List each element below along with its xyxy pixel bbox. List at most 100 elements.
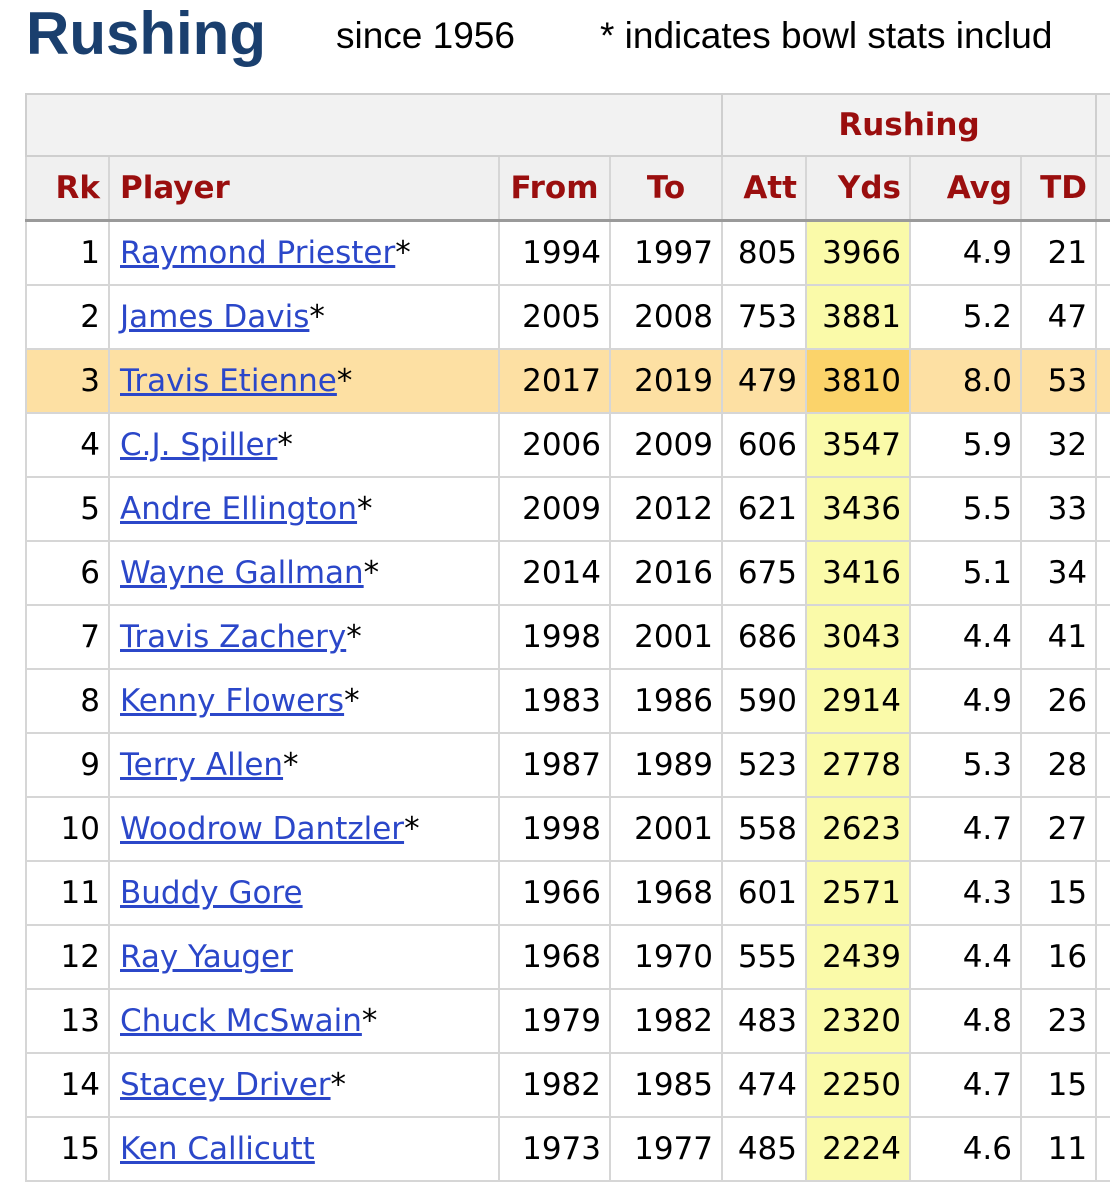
- rank-cell: 8: [25, 668, 110, 734]
- player-link[interactable]: C.J. Spiller: [120, 427, 278, 463]
- player-link[interactable]: Andre Ellington: [120, 491, 358, 527]
- player-link[interactable]: Raymond Priester: [120, 235, 396, 271]
- next-cell: [1095, 1052, 1110, 1118]
- player-cell: Woodrow Dantzler*: [108, 796, 500, 862]
- to-cell: 2009: [609, 412, 723, 478]
- table-body: 1 Raymond Priester* 1994 1997 805 3966 4.9 21 2 J…: [25, 219, 1110, 1182]
- table-row: 12 Ray Yauger 1968 1970 555 2439 4.4 16: [25, 924, 1110, 990]
- to-cell: 2001: [609, 604, 723, 670]
- next-cell: [1095, 284, 1110, 350]
- att-cell: 474: [721, 1052, 807, 1118]
- player-link[interactable]: Ken Callicutt: [120, 1131, 315, 1167]
- yds-cell: 3810: [805, 348, 911, 414]
- table-row: 10 Woodrow Dantzler* 1998 2001 558 2623 4.7 27: [25, 796, 1110, 862]
- att-cell: 753: [721, 284, 807, 350]
- player-link[interactable]: Woodrow Dantzler: [120, 811, 405, 847]
- avg-cell: 4.7: [909, 796, 1022, 862]
- player-link[interactable]: Travis Etienne: [120, 363, 337, 399]
- player-link[interactable]: Terry Allen: [120, 747, 284, 783]
- col-header-from[interactable]: From: [498, 155, 611, 222]
- col-header-player[interactable]: Player: [108, 155, 500, 222]
- col-header-yds[interactable]: Yds: [805, 155, 911, 222]
- next-cell: [1095, 732, 1110, 798]
- att-cell: 558: [721, 796, 807, 862]
- from-cell: 2005: [498, 284, 611, 350]
- player-link[interactable]: Chuck McSwain: [120, 1003, 362, 1039]
- to-cell: 1997: [609, 219, 723, 286]
- player-cell: Raymond Priester*: [108, 219, 500, 286]
- table-row: 8 Kenny Flowers* 1983 1986 590 2914 4.9 26: [25, 668, 1110, 734]
- yds-cell: 2320: [805, 988, 911, 1054]
- col-header-rk[interactable]: Rk: [25, 155, 110, 222]
- since-label: since 1956: [336, 15, 515, 56]
- att-cell: 606: [721, 412, 807, 478]
- player-link[interactable]: Kenny Flowers: [120, 683, 345, 719]
- next-cell: [1095, 540, 1110, 606]
- to-cell: 1968: [609, 860, 723, 926]
- player-cell: Buddy Gore: [108, 860, 500, 926]
- bowl-marker: *: [344, 683, 360, 719]
- player-link[interactable]: Wayne Gallman: [120, 555, 364, 591]
- avg-cell: 5.9: [909, 412, 1022, 478]
- bowl-stats-note: * indicates bowl stats includ: [600, 15, 1053, 56]
- bowl-marker: *: [330, 1067, 347, 1103]
- from-cell: 1998: [498, 604, 611, 670]
- from-cell: 1994: [498, 219, 611, 286]
- att-cell: 555: [721, 924, 807, 990]
- col-header-att[interactable]: Att: [721, 155, 807, 222]
- bowl-marker: *: [395, 235, 411, 271]
- next-cell: [1095, 924, 1110, 990]
- rank-cell: 3: [25, 348, 110, 414]
- player-link[interactable]: Buddy Gore: [120, 875, 303, 911]
- yds-cell: 2439: [805, 924, 911, 990]
- player-link[interactable]: Travis Zachery: [120, 619, 347, 655]
- avg-cell: 5.1: [909, 540, 1022, 606]
- td-cell: 15: [1019, 860, 1098, 926]
- table-row: 14 Stacey Driver* 1982 1985 474 2250 4.7 15: [25, 1052, 1110, 1118]
- yds-cell: 3436: [805, 476, 911, 542]
- rank-cell: 1: [25, 219, 110, 286]
- player-cell: Chuck McSwain*: [108, 988, 500, 1054]
- td-cell: 27: [1019, 796, 1098, 862]
- player-link[interactable]: Stacey Driver: [120, 1067, 331, 1103]
- col-header-to[interactable]: To: [609, 155, 723, 222]
- yds-cell: 2224: [805, 1116, 911, 1182]
- player-cell: Kenny Flowers*: [108, 668, 500, 734]
- player-link[interactable]: James Davis: [120, 299, 310, 335]
- td-cell: 11: [1019, 1116, 1098, 1182]
- table-row: 13 Chuck McSwain* 1979 1982 483 2320 4.8 23: [25, 988, 1110, 1054]
- att-cell: 485: [721, 1116, 807, 1182]
- col-header-avg[interactable]: Avg: [909, 155, 1022, 222]
- from-cell: 2006: [498, 412, 611, 478]
- next-cell: [1095, 668, 1110, 734]
- player-link[interactable]: Ray Yauger: [120, 939, 293, 975]
- next-cell: [1095, 604, 1110, 670]
- avg-cell: 4.7: [909, 1052, 1022, 1118]
- bowl-marker: *: [404, 811, 420, 847]
- from-cell: 1979: [498, 988, 611, 1054]
- from-cell: 1973: [498, 1116, 611, 1182]
- avg-cell: 4.4: [909, 604, 1022, 670]
- page-title: Rushing: [26, 0, 266, 67]
- col-header-next[interactable]: [1095, 155, 1110, 222]
- to-cell: 2012: [609, 476, 723, 542]
- player-cell: Ray Yauger: [108, 924, 500, 990]
- col-header-td[interactable]: TD: [1019, 155, 1098, 222]
- bowl-marker: *: [277, 427, 293, 463]
- att-cell: 805: [721, 219, 807, 286]
- td-cell: 21: [1019, 219, 1098, 286]
- att-cell: 601: [721, 860, 807, 926]
- table-row: 9 Terry Allen* 1987 1989 523 2778 5.3 28: [25, 732, 1110, 798]
- next-cell: [1095, 796, 1110, 862]
- table-row: 7 Travis Zachery* 1998 2001 686 3043 4.4 41: [25, 604, 1110, 670]
- att-cell: 675: [721, 540, 807, 606]
- table-row: 4 C.J. Spiller* 2006 2009 606 3547 5.9 32: [25, 412, 1110, 478]
- player-cell: Terry Allen*: [108, 732, 500, 798]
- next-cell: [1095, 219, 1110, 286]
- from-cell: 1998: [498, 796, 611, 862]
- player-cell: C.J. Spiller*: [108, 412, 500, 478]
- to-cell: 1985: [609, 1052, 723, 1118]
- avg-cell: 4.4: [909, 924, 1022, 990]
- next-cell: [1095, 1116, 1110, 1182]
- avg-cell: 5.3: [909, 732, 1022, 798]
